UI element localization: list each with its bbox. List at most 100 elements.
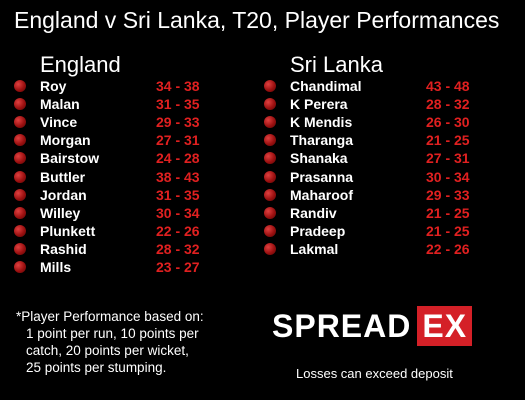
footnote-line: catch, 20 points per wicket, [26,343,189,358]
player-name: Malan [40,96,80,113]
player-name: Jordan [40,186,87,203]
england-team-panel: England Roy 34 - 38 Malan 31 - 35 Vince 29 - … [14,52,200,276]
player-score-range: 21 - 25 [426,204,470,221]
player-row: Vince 29 - 33 [14,113,200,131]
footnote-line: 25 points per stumping. [26,360,167,375]
player-name: Randiv [290,204,337,221]
player-name: Buttler [40,168,86,185]
player-row: Malan 31 - 35 [14,95,200,113]
cricket-ball-icon [14,188,26,201]
player-score-range: 27 - 31 [426,150,470,167]
player-score-range: 28 - 32 [156,240,200,257]
player-score-range: 29 - 33 [426,186,470,203]
cricket-ball-icon [14,80,26,93]
sri-lanka-team-name: Sri Lanka [290,52,383,77]
player-row: Shanaka 27 - 31 [264,149,470,167]
player-row: Mills 23 - 27 [14,258,200,276]
cricket-ball-icon [264,134,276,147]
player-row: Morgan 27 - 31 [14,131,200,149]
page-title: England v Sri Lanka, T20, Player Perform… [14,7,500,33]
player-name: Mills [40,258,72,275]
cricket-ball-icon [14,206,26,219]
player-name: Chandimal [290,78,362,95]
cricket-ball-icon [264,206,276,219]
cricket-ball-icon [14,152,26,165]
logo-word: SPREAD [272,308,412,344]
player-score-range: 22 - 26 [426,240,470,257]
cricket-ball-icon [14,224,26,237]
cricket-ball-icon [14,170,26,183]
player-name: Prasanna [290,168,354,185]
player-name: Pradeep [290,222,346,239]
player-row: Randiv 21 - 25 [264,204,470,222]
player-row: Maharoof 29 - 33 [264,186,470,204]
player-score-range: 21 - 25 [426,222,470,239]
cricket-ball-icon [264,224,276,237]
player-score-range: 22 - 26 [156,222,200,239]
player-row: Chandimal 43 - 48 [264,77,470,95]
player-name: Shanaka [290,150,348,167]
player-name: Lakmal [290,240,339,257]
cricket-ball-icon [264,80,276,93]
scoring-footnote: *Player Performance based on: 1 point pe… [16,308,204,376]
player-score-range: 26 - 30 [426,114,470,131]
player-row: Plunkett 22 - 26 [14,222,200,240]
player-row: Rashid 28 - 32 [14,240,200,258]
player-score-range: 38 - 43 [156,168,200,185]
player-name: Roy [40,78,67,95]
england-player-list: Roy 34 - 38 Malan 31 - 35 Vince 29 - 33 Morgan… [14,77,200,276]
player-row: Pradeep 21 - 25 [264,222,470,240]
player-score-range: 23 - 27 [156,258,200,275]
player-score-range: 31 - 35 [156,96,200,113]
player-score-range: 29 - 33 [156,114,200,131]
player-name: Bairstow [40,150,100,167]
player-score-range: 30 - 34 [156,204,200,221]
player-score-range: 28 - 32 [426,96,470,113]
footnote-line: 1 point per run, 10 points per [26,326,199,341]
player-name: Willey [40,204,81,221]
player-name: Tharanga [290,132,354,149]
cricket-ball-icon [14,116,26,129]
player-row: Buttler 38 - 43 [14,167,200,185]
player-row: Lakmal 22 - 26 [264,240,470,258]
cricket-ball-icon [264,152,276,165]
cricket-ball-icon [264,98,276,111]
player-row: K Mendis 26 - 30 [264,113,470,131]
player-score-range: 24 - 28 [156,150,200,167]
player-score-range: 30 - 34 [426,168,470,185]
cricket-ball-icon [14,242,26,255]
player-row: Prasanna 30 - 34 [264,167,470,185]
player-score-range: 43 - 48 [426,78,470,95]
player-row: K Perera 28 - 32 [264,95,470,113]
player-name: K Perera [290,96,348,113]
sri-lanka-team-panel: Sri Lanka Chandimal 43 - 48 K Perera 28 - 3… [264,52,470,258]
england-team-name: England [40,52,121,77]
player-name: Morgan [40,132,91,149]
cricket-ball-icon [264,188,276,201]
player-row: Roy 34 - 38 [14,77,200,95]
cricket-ball-icon [14,134,26,147]
player-name: Plunkett [40,222,96,239]
footnote-heading: *Player Performance based on: [16,309,204,324]
sri-lanka-player-list: Chandimal 43 - 48 K Perera 28 - 32 K Mendis 2… [264,77,470,258]
player-row: Bairstow 24 - 28 [14,149,200,167]
player-score-range: 34 - 38 [156,78,200,95]
cricket-ball-icon [264,116,276,129]
player-score-range: 31 - 35 [156,186,200,203]
player-name: Maharoof [290,186,353,203]
player-name: Vince [40,114,78,131]
risk-disclaimer: Losses can exceed deposit [296,366,453,381]
player-name: Rashid [40,240,87,257]
player-row: Tharanga 21 - 25 [264,131,470,149]
cricket-ball-icon [264,170,276,183]
player-score-range: 21 - 25 [426,132,470,149]
cricket-ball-icon [14,260,26,273]
player-row: Willey 30 - 34 [14,204,200,222]
player-row: Jordan 31 - 35 [14,186,200,204]
cricket-ball-icon [14,98,26,111]
spreadex-logo: SPREAD EX [272,306,473,346]
player-name: K Mendis [290,114,353,131]
logo-box: EX [417,306,473,346]
cricket-ball-icon [264,242,276,255]
player-score-range: 27 - 31 [156,132,200,149]
